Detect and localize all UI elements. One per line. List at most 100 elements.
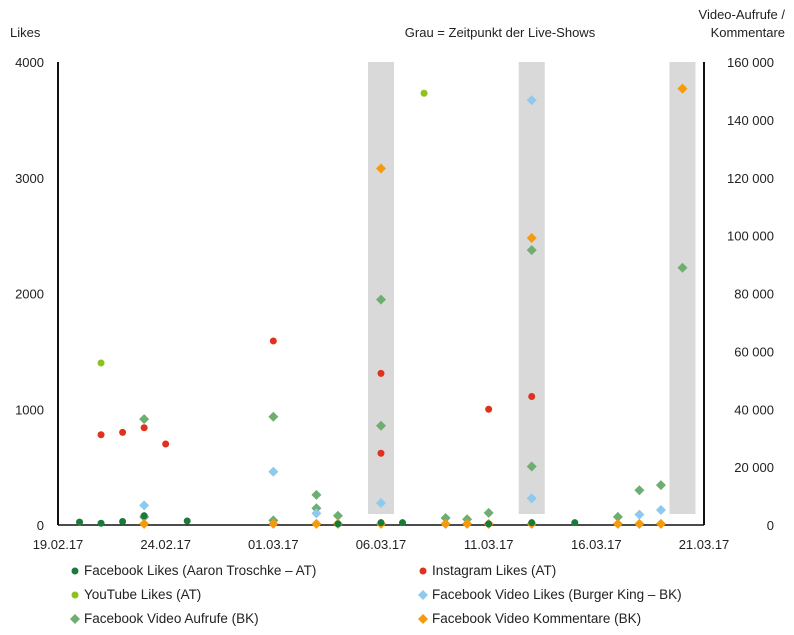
data-point: [526, 245, 537, 256]
live-show-band-2: [669, 62, 696, 514]
data-point: [440, 513, 451, 524]
data-point: [183, 517, 191, 525]
legend-label: Facebook Video Kommentare (BK): [432, 611, 641, 626]
data-point: [377, 449, 385, 457]
right-y-tick-label: 0: [767, 518, 774, 533]
left-y-tick-label: 1000: [15, 402, 44, 417]
data-point: [655, 480, 666, 491]
data-point: [139, 518, 150, 529]
data-point: [655, 504, 666, 515]
live-show-bands: [368, 62, 696, 514]
data-point: [612, 518, 623, 529]
data-point: [162, 440, 170, 448]
data-point: [377, 519, 385, 527]
x-tick-labels: 19.02.17 24.02.17 01.03.17 06.03.17 11.03.17…: [33, 537, 730, 552]
data-point: [571, 519, 579, 527]
data-point: [140, 512, 148, 520]
data-point: [462, 518, 473, 529]
data-point: [269, 337, 277, 345]
data-point: [311, 489, 322, 500]
left-y-tick-labels: 0 1000 2000 3000 4000: [15, 55, 44, 533]
data-point: [334, 520, 342, 528]
live-show-band-1: [518, 62, 545, 514]
data-point: [140, 424, 148, 432]
data-point: [97, 431, 105, 439]
right-y-tick-label: 60 000: [734, 344, 774, 359]
live-show-band-0: [368, 62, 394, 514]
data-point: [268, 411, 279, 422]
data-point: [268, 466, 279, 477]
right-y-tick-labels: 0 20 000 40 000 60 000 80 000 100 000 120 000 1…: [727, 55, 774, 533]
x-tick-label: 01.03.17: [248, 537, 299, 552]
right-y-tick-label: 20 000: [734, 460, 774, 475]
data-point: [526, 461, 537, 472]
data-point: [634, 485, 645, 496]
right-y-tick-label: 80 000: [734, 287, 774, 302]
x-tick-label: 16.03.17: [571, 537, 622, 552]
data-point: [634, 518, 645, 529]
data-point: [655, 518, 666, 529]
x-tick-label: 21.03.17: [679, 537, 730, 552]
live-show-annotation: Grau = Zeitpunkt der Live-Shows: [405, 25, 596, 40]
data-points: [76, 83, 688, 529]
legend-marker: [71, 591, 79, 599]
legend-marker: [70, 614, 80, 624]
data-point: [97, 359, 105, 367]
legend-marker: [418, 590, 428, 600]
legend-label: YouTube Likes (AT): [84, 587, 201, 602]
legend-label: Instagram Likes (AT): [432, 563, 556, 578]
x-tick-label: 19.02.17: [33, 537, 84, 552]
data-point: [311, 508, 322, 519]
right-y-axis-label-line1: Video-Aufrufe /: [699, 7, 786, 22]
right-y-axis-label-line2: Kommentare: [711, 25, 785, 40]
x-tick-label: 11.03.17: [464, 537, 514, 552]
data-point: [677, 83, 688, 94]
legend-marker: [418, 614, 428, 624]
legend-label: Facebook Video Aufrufe (BK): [84, 611, 259, 626]
data-point: [76, 518, 84, 526]
data-point: [268, 518, 279, 529]
data-point: [612, 511, 623, 522]
data-point: [139, 500, 150, 511]
legend-label: Facebook Likes (Aaron Troschke – AT): [84, 563, 316, 578]
right-y-tick-label: 140 000: [727, 113, 774, 128]
data-point: [119, 428, 127, 436]
x-tick-label: 24.02.17: [140, 537, 191, 552]
legend: Facebook Likes (Aaron Troschke – AT) Inst…: [70, 563, 682, 626]
data-point: [485, 520, 493, 528]
data-point: [376, 498, 386, 509]
data-point: [528, 393, 536, 401]
data-point: [677, 262, 688, 273]
right-y-tick-label: 120 000: [727, 171, 774, 186]
data-point: [526, 493, 537, 504]
data-point: [377, 369, 385, 377]
data-point: [376, 420, 386, 431]
data-point: [139, 414, 150, 425]
x-tick-label: 06.03.17: [356, 537, 407, 552]
data-point: [376, 294, 386, 305]
data-point: [528, 519, 536, 527]
right-y-tick-label: 160 000: [727, 55, 774, 70]
data-point: [420, 89, 428, 97]
left-y-tick-label: 3000: [15, 171, 44, 186]
data-point: [119, 518, 127, 526]
data-point: [526, 232, 537, 243]
data-point: [97, 519, 105, 527]
data-point: [399, 519, 407, 527]
legend-marker: [419, 567, 427, 575]
data-point: [485, 405, 493, 413]
left-y-tick-label: 2000: [15, 287, 44, 302]
data-point: [332, 510, 343, 521]
right-y-tick-label: 100 000: [727, 229, 774, 244]
left-y-tick-label: 4000: [15, 55, 44, 70]
data-point: [311, 518, 322, 529]
data-point: [311, 503, 322, 514]
left-y-axis-label: Likes: [10, 25, 41, 40]
data-point: [526, 95, 537, 106]
data-point: [483, 507, 494, 518]
data-point: [376, 163, 386, 174]
legend-label: Facebook Video Likes (Burger King – BK): [432, 587, 682, 602]
right-y-tick-label: 40 000: [734, 402, 774, 417]
left-y-tick-label: 0: [37, 518, 44, 533]
